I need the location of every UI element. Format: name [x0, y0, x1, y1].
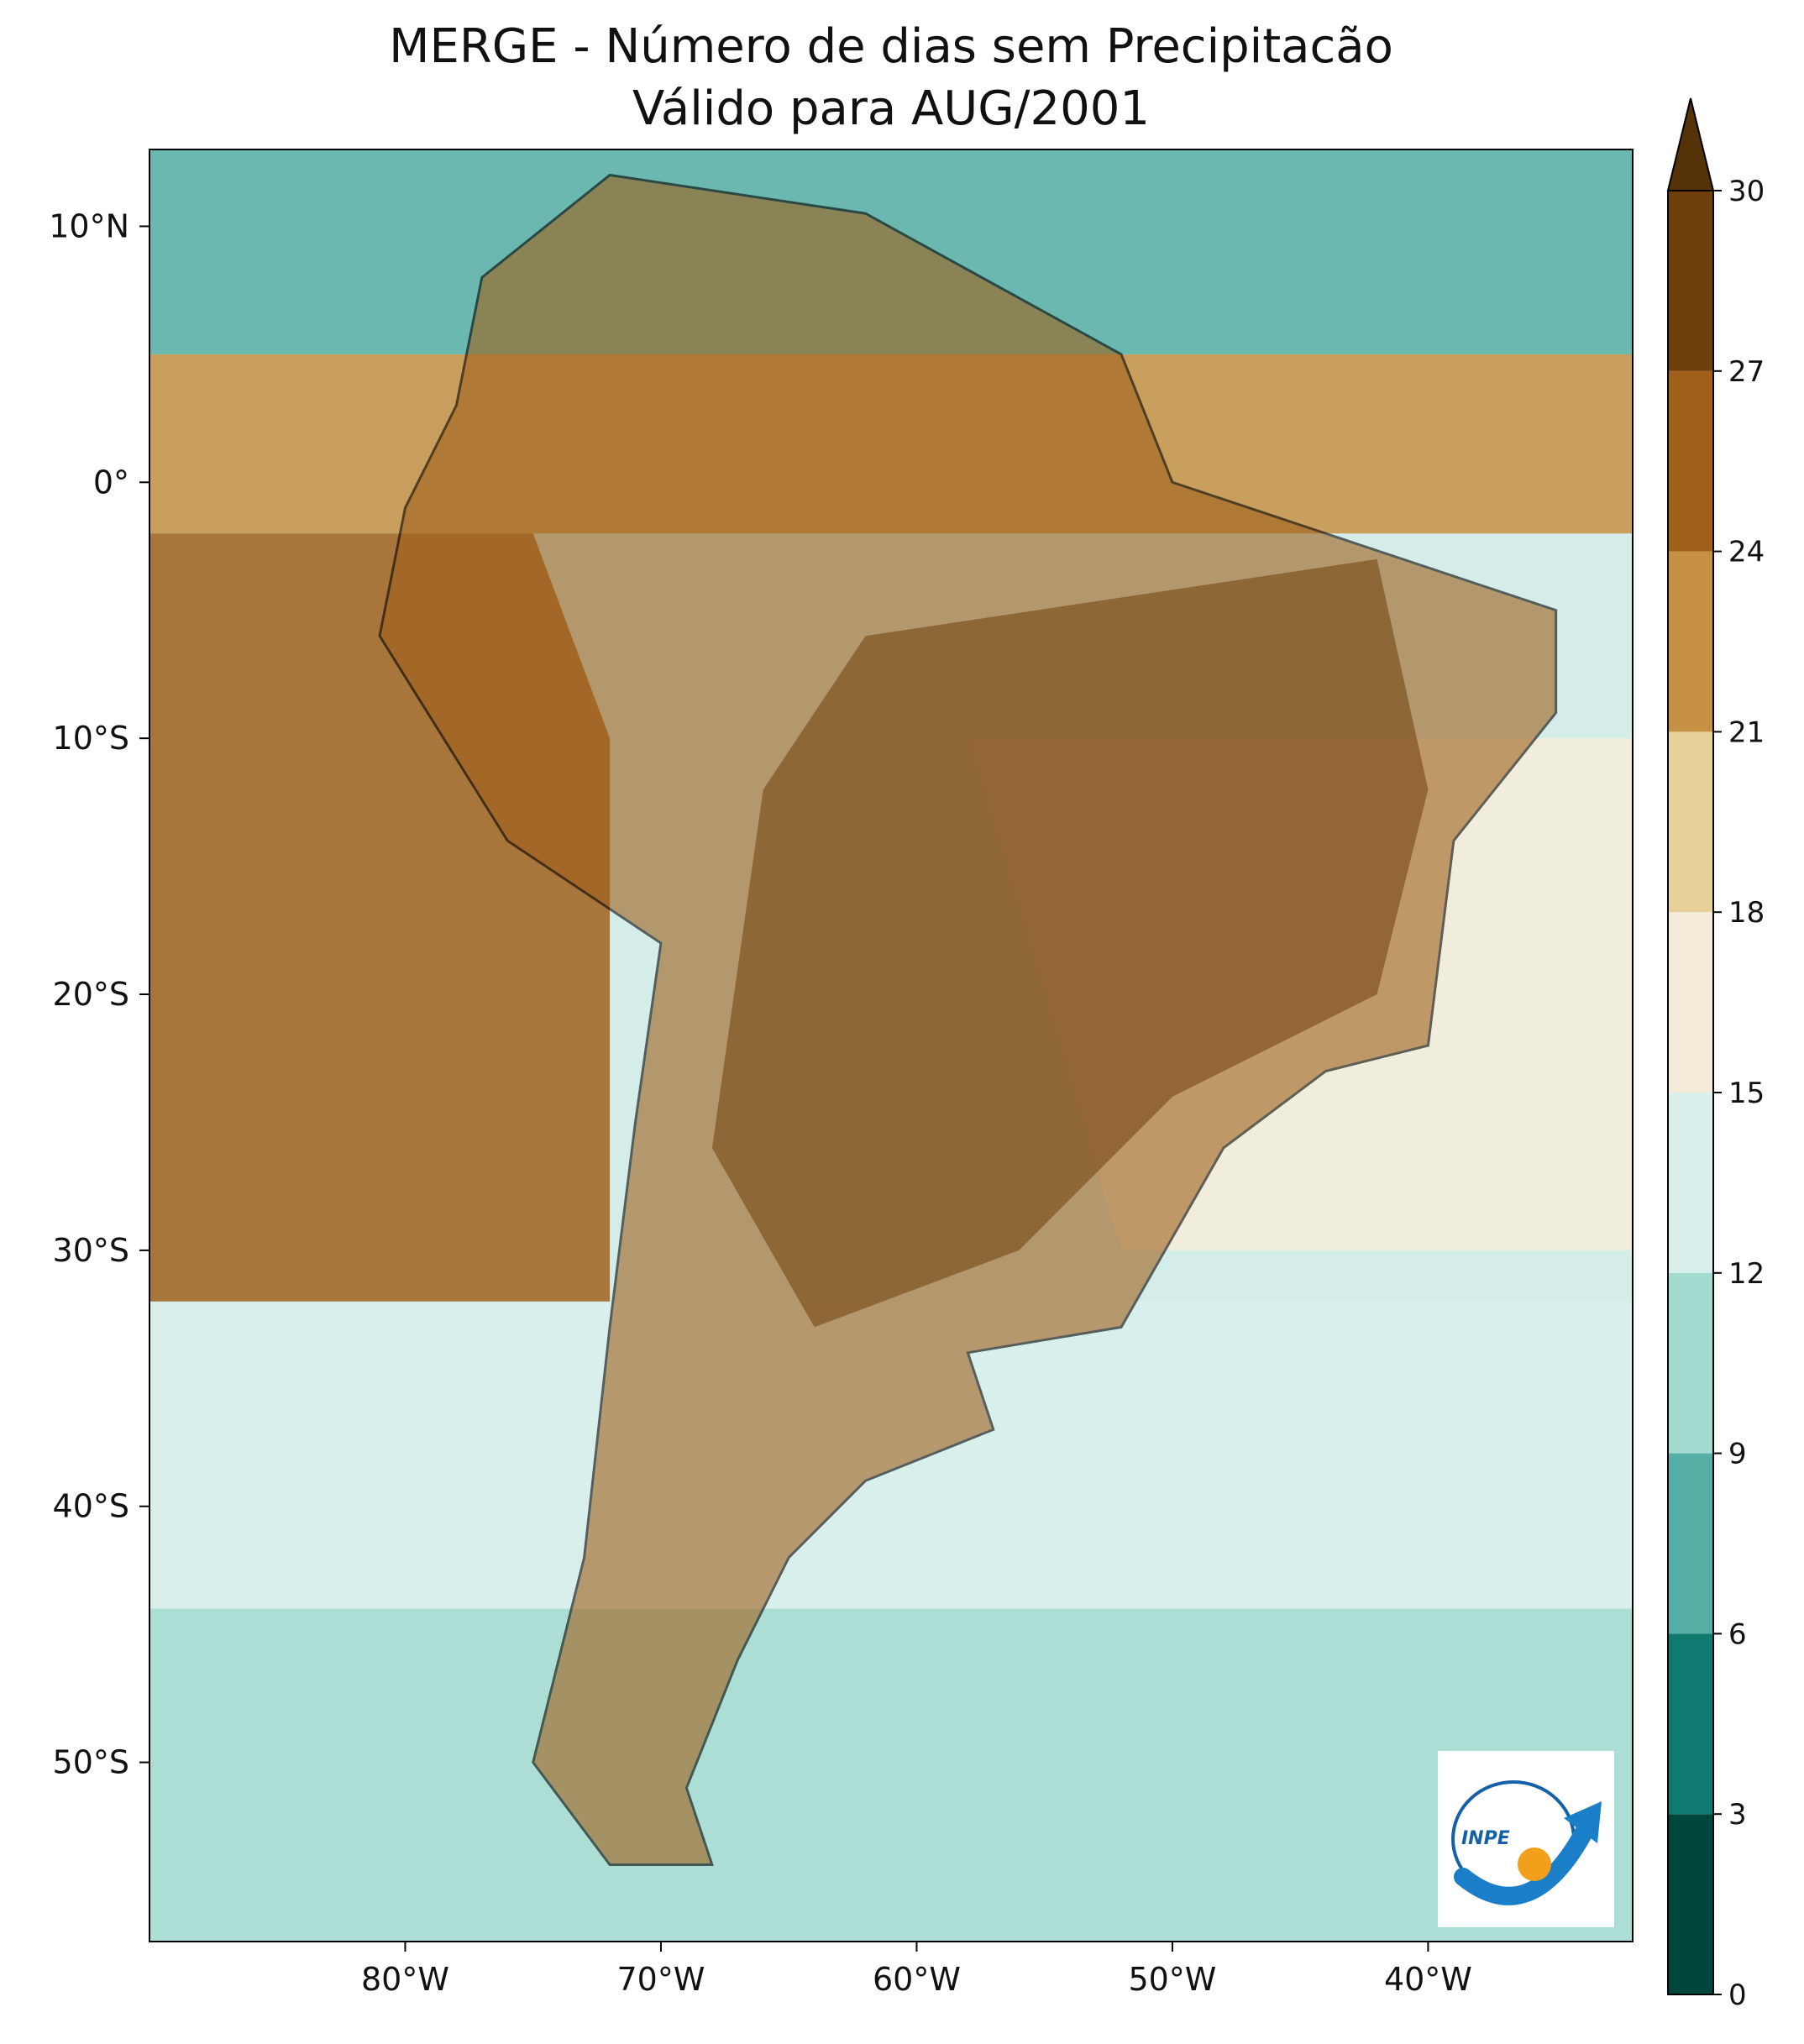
- longitude-axis: 80°W 70°W 60°W 50°W 40°W: [361, 1942, 1472, 1998]
- x-tick-label: 70°W: [616, 1961, 705, 1998]
- y-tick-label: 0°: [93, 464, 129, 501]
- y-tick-label: 10°N: [49, 207, 129, 244]
- colorbar-segment: [1668, 370, 1713, 552]
- x-tick-label: 40°W: [1384, 1961, 1472, 1998]
- colorbar-segment: [1668, 1272, 1713, 1454]
- colorbar-segment: [1668, 551, 1713, 732]
- map-area: [149, 149, 1633, 1942]
- colorbar-tick-label: 24: [1728, 536, 1765, 569]
- colorbar-tick-label: 0: [1728, 1978, 1747, 2012]
- map-subtitle: Válido para AUG/2001: [632, 81, 1151, 136]
- x-tick-label: 60°W: [873, 1961, 961, 1998]
- colorbar-extend-arrow: [1666, 97, 1715, 191]
- colorbar-tick-label: 9: [1728, 1438, 1747, 1471]
- colorbar-segment: [1668, 912, 1713, 1093]
- precip-zone-3: [149, 1608, 1633, 1942]
- dry-interior-region: [711, 558, 1429, 1328]
- y-tick-label: 20°S: [53, 976, 129, 1013]
- y-tick-label: 30°S: [53, 1232, 129, 1269]
- colorbar-tick-label: 12: [1728, 1257, 1765, 1291]
- map-title: MERGE - Número de dias sem Precipitacão: [389, 19, 1393, 74]
- colorbar-segment: [1668, 1814, 1713, 1994]
- colorbar-segment: [1668, 1093, 1713, 1273]
- colorbar-tick-label: 6: [1728, 1617, 1747, 1651]
- inpe-logo: INPE: [1438, 1751, 1614, 1927]
- x-tick-label: 80°W: [361, 1961, 449, 1998]
- colorbar-segment: [1668, 1633, 1713, 1815]
- y-tick-label: 10°S: [53, 720, 129, 757]
- colorbar-segment: [1668, 731, 1713, 913]
- latitude-axis: 10°N 0° 10°S 20°S 30°S 40°S 50°S: [49, 207, 149, 1781]
- x-tick-label: 50°W: [1128, 1961, 1216, 1998]
- colorbar-segment: [1668, 1453, 1713, 1634]
- map-frame: [149, 149, 1634, 1942]
- colorbar-tick-label: 18: [1728, 896, 1765, 930]
- inpe-logo-graphic: [1451, 1780, 1602, 1905]
- inpe-logo-text: INPE: [1461, 1828, 1510, 1849]
- colorbar-tick-label: 27: [1728, 355, 1765, 389]
- colorbar: 0 3 6 9 12 15 18 21 24 27 30: [1666, 97, 1765, 2012]
- y-tick-label: 50°S: [53, 1744, 129, 1781]
- colorbar-tick-label: 30: [1728, 175, 1765, 208]
- colorbar-tick-label: 15: [1728, 1077, 1765, 1110]
- colorbar-tick-label: 21: [1728, 715, 1765, 749]
- colorbar-segment: [1668, 191, 1713, 371]
- colorbar-tick-label: 3: [1728, 1798, 1747, 1832]
- y-tick-label: 40°S: [53, 1488, 129, 1525]
